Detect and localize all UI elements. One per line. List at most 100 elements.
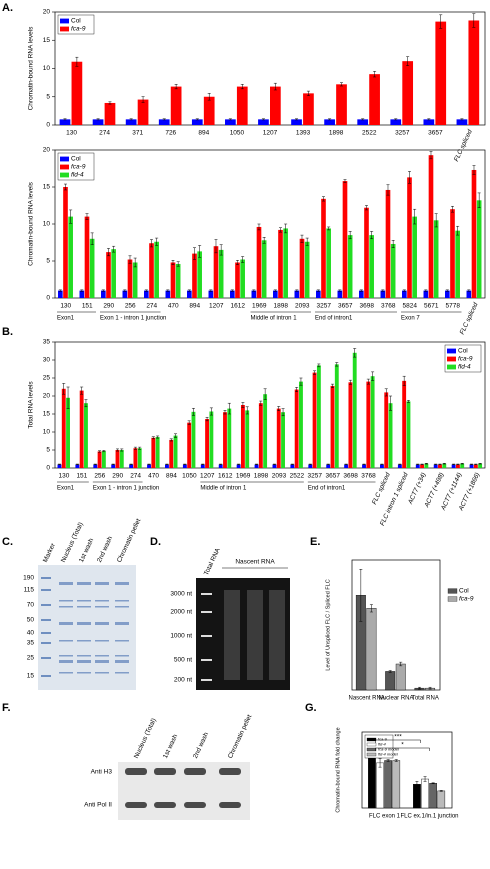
bar <box>68 216 73 298</box>
error-bar <box>141 96 145 103</box>
lane-label: Nascent RNA <box>235 559 275 566</box>
bar <box>71 61 83 125</box>
bar <box>308 464 313 468</box>
error-bar <box>398 463 402 466</box>
legend-swatch <box>447 596 458 602</box>
rna-smear <box>269 590 285 680</box>
bar <box>348 382 353 468</box>
bar <box>155 437 160 468</box>
panel-label: F. <box>2 702 11 714</box>
gel-band <box>115 672 129 674</box>
bar <box>137 99 149 125</box>
error-bar <box>380 463 384 466</box>
error-bar <box>406 400 410 403</box>
bar <box>366 381 371 468</box>
bar <box>326 228 331 298</box>
bar <box>158 119 170 125</box>
error-bar <box>106 248 110 257</box>
error-bar <box>416 463 420 466</box>
lane-label: 2nd wash <box>96 535 114 564</box>
error-bar <box>328 118 332 121</box>
significance-bracket <box>375 747 430 751</box>
error-bar <box>144 289 148 292</box>
lane-label: 2nd wash <box>192 731 210 760</box>
error-bar <box>420 463 424 466</box>
error-bar <box>112 245 116 253</box>
error-bar <box>407 171 411 184</box>
bar <box>79 290 85 298</box>
error-bar <box>63 118 67 121</box>
bar <box>170 262 176 298</box>
group-label: Exon 1 - intron 1 junction <box>100 316 166 322</box>
error-bar <box>330 383 334 388</box>
error-bar <box>277 406 281 412</box>
error-bar <box>295 387 299 392</box>
x-tick-label: 3257 <box>317 303 332 310</box>
bar <box>380 290 386 298</box>
gel-band <box>95 660 109 663</box>
error-bar <box>369 604 373 613</box>
error-bar <box>155 237 159 246</box>
x-tick-label: 2522 <box>362 130 377 137</box>
lane-label: Marker <box>42 542 57 564</box>
error-bar <box>80 289 84 292</box>
error-bar <box>359 569 363 622</box>
error-bar <box>423 776 427 782</box>
error-bar <box>257 223 261 231</box>
plot-frame <box>54 149 486 299</box>
panel-label: A. <box>2 2 13 14</box>
bar <box>272 464 277 468</box>
y-tick-label: 15 <box>43 37 51 44</box>
row-label: Anti Pol II <box>84 802 112 809</box>
bar <box>294 389 299 468</box>
error-bar <box>133 257 137 268</box>
error-bar <box>353 348 357 358</box>
marker-label: 115 <box>24 587 35 594</box>
x-tick-label: 274 <box>99 130 110 137</box>
bar <box>213 246 219 298</box>
error-bar <box>317 363 321 368</box>
gel-band <box>59 606 73 608</box>
error-bar <box>344 463 348 466</box>
x-tick-label: 274 <box>130 473 141 480</box>
x-tick-label: 470 <box>168 303 179 310</box>
panel-label: E. <box>310 536 320 548</box>
error-bar <box>386 184 390 196</box>
bar <box>57 464 62 468</box>
legend-label: fld-4 <box>378 742 387 747</box>
x-tick-label: 3257 <box>395 130 410 137</box>
x-tick-label: 1050 <box>182 473 197 480</box>
bar <box>433 220 439 298</box>
x-tick-label: 2522 <box>290 473 305 480</box>
error-bar <box>156 435 160 439</box>
bar <box>395 663 406 691</box>
bar <box>438 464 442 468</box>
error-bar <box>102 450 106 453</box>
bar <box>330 385 335 468</box>
bar <box>450 209 455 298</box>
y-tick-label: 0 <box>46 465 50 472</box>
bar <box>119 450 124 468</box>
blot-band <box>184 802 206 808</box>
bar <box>380 464 384 468</box>
bar <box>218 464 223 468</box>
error-bar <box>75 463 79 466</box>
legend-swatch <box>366 752 377 757</box>
bar <box>111 464 116 468</box>
error-bar <box>306 90 310 96</box>
bar <box>294 290 300 298</box>
bar <box>165 464 169 468</box>
error-bar <box>429 151 433 160</box>
x-tick-label: 1207 <box>209 303 224 310</box>
error-bar <box>335 362 339 367</box>
error-bar <box>418 686 422 690</box>
y-tick-label: 10 <box>43 65 51 72</box>
error-bar <box>120 448 124 452</box>
error-bar <box>445 289 449 292</box>
bar <box>106 252 111 298</box>
bar <box>58 290 63 298</box>
bar <box>347 235 353 298</box>
bar <box>125 119 137 125</box>
bar <box>223 412 227 468</box>
marker-label: 190 <box>23 575 34 582</box>
